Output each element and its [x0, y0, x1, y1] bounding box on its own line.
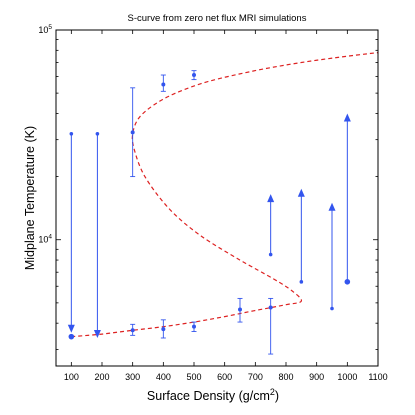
- error-bar-point: [192, 73, 196, 78]
- x-tick-label: 300: [125, 372, 140, 382]
- x-axis-label: Surface Density (g/cm2): [147, 387, 279, 403]
- ticks-layer: 100 200 300 400 500 600 700 800 900 1000 110010410…: [38, 24, 387, 382]
- heating-arrow: [343, 113, 351, 284]
- error-bar-point: [130, 130, 135, 135]
- error-bar: [268, 297, 274, 355]
- arrow-head: [328, 202, 336, 211]
- x-tick-label: 900: [309, 372, 324, 382]
- x-tick-label: 1100: [368, 372, 387, 382]
- y-tick-label: 105: [38, 24, 52, 35]
- error-bar: [130, 323, 136, 336]
- x-tick-label: 600: [217, 372, 232, 382]
- arrow-head: [67, 324, 75, 333]
- x-axis-label-close: ): [275, 389, 279, 403]
- x-tick-label: 500: [186, 372, 201, 382]
- error-bar: [191, 70, 197, 81]
- arrow-start-point: [330, 306, 334, 311]
- arrow-head: [297, 188, 305, 197]
- heating-arrow: [328, 202, 336, 311]
- y-tick-label: 104: [38, 234, 52, 245]
- error-bar: [191, 321, 197, 332]
- y-tick-label-exponent: 5: [48, 24, 52, 31]
- plot-frame: [55, 29, 379, 367]
- y-tick-label-base: 10: [38, 25, 48, 35]
- data-point: [68, 333, 75, 340]
- arrow-head: [93, 329, 101, 338]
- error-bar-point: [161, 327, 166, 332]
- chart-title: S-curve from zero net flux MRI simulatio…: [128, 13, 307, 24]
- error-bar-point: [192, 324, 196, 329]
- cooling-arrow: [67, 131, 75, 333]
- heating-arrow: [267, 194, 275, 257]
- error-bar: [237, 297, 243, 323]
- cooling-arrow: [93, 131, 101, 338]
- heating-arrow: [297, 188, 305, 284]
- data-point: [344, 279, 351, 285]
- error-bar: [160, 74, 166, 92]
- error-bar-point: [238, 307, 242, 312]
- x-tick-label: 700: [248, 372, 263, 382]
- y-tick-label-exponent: 4: [48, 234, 52, 241]
- arrow-head: [343, 113, 351, 122]
- x-axis-label-superscript: 2: [270, 387, 275, 397]
- x-tick-label: 800: [278, 372, 293, 382]
- error-bar-point: [130, 328, 135, 333]
- x-axis-label-main: Surface Density (g/cm: [147, 389, 270, 403]
- x-tick-label: 400: [156, 372, 171, 382]
- y-tick-label-base: 10: [38, 235, 48, 245]
- error-bar-point: [268, 305, 273, 310]
- y-axis-label: Midplane Temperature (K): [23, 126, 37, 270]
- x-tick-label: 1000: [337, 372, 357, 382]
- error-bar: [160, 319, 166, 339]
- x-tick-label: 100: [64, 372, 79, 382]
- error-bar-point: [161, 82, 166, 87]
- error-bar: [130, 87, 136, 178]
- marks-layer: [67, 70, 351, 355]
- x-tick-label: 200: [94, 372, 109, 382]
- arrow-head: [267, 194, 275, 203]
